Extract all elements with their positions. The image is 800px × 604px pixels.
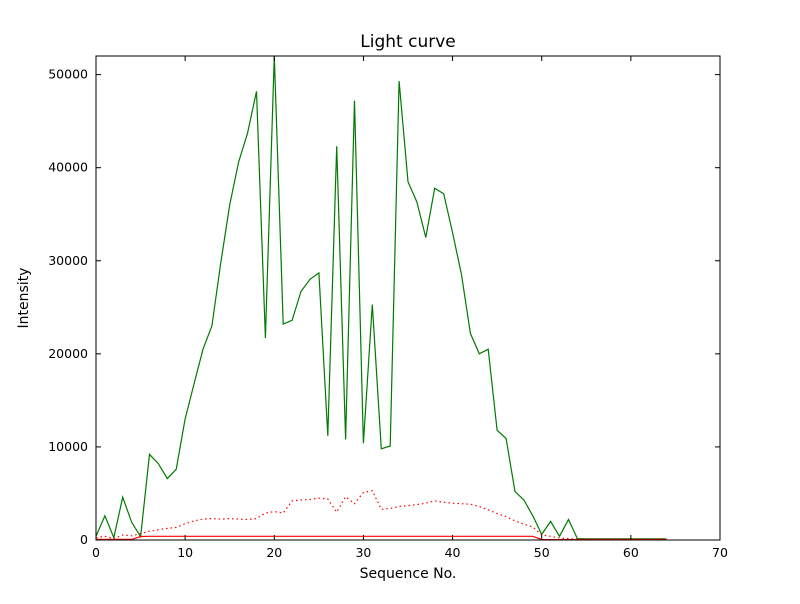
x-axis-label: Sequence No. <box>360 566 457 582</box>
x-tick-label: 30 <box>355 545 371 560</box>
y-tick-label: 20000 <box>48 346 88 361</box>
y-tick-label: 30000 <box>48 253 88 268</box>
y-tick-label: 0 <box>80 532 88 547</box>
x-tick-label: 60 <box>623 545 639 560</box>
plot-area <box>96 56 720 540</box>
x-tick-label: 50 <box>534 545 550 560</box>
series-line-red-dotted <box>95 490 667 540</box>
x-tick-label: 10 <box>177 545 193 560</box>
y-axis-label: Intensity <box>16 268 32 329</box>
chart-title: Light curve <box>360 32 455 52</box>
series-line-green-solid <box>95 55 667 540</box>
axes-frame <box>95 55 721 541</box>
y-tick-label: 10000 <box>48 439 88 454</box>
y-tick-label: 50000 <box>48 67 88 82</box>
x-tick-label: 40 <box>445 545 461 560</box>
x-tick-label: 70 <box>712 545 728 560</box>
tick-layer: 0 10 20 30 40 50 60 70 0 10000 20000 30000 40000 5000… <box>48 56 728 560</box>
y-tick-label: 40000 <box>48 160 88 175</box>
x-tick-label: 20 <box>266 545 282 560</box>
x-tick-label: 0 <box>92 545 100 560</box>
